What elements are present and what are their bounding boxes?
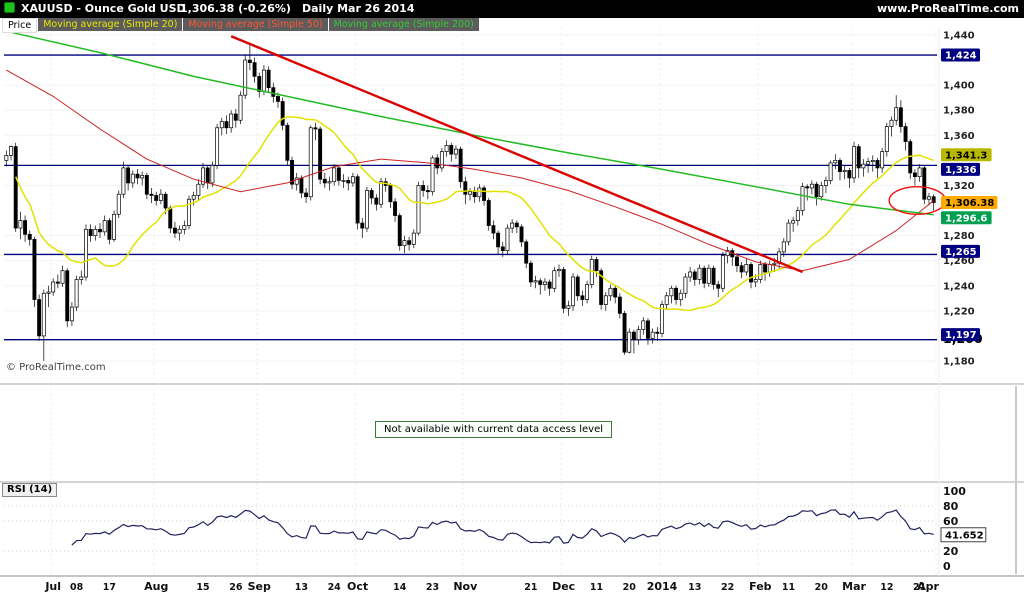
rsi-panel: 100 80 60 20 0 41.652 [4, 485, 987, 573]
svg-text:13: 13 [688, 582, 701, 593]
legend-ma20[interactable]: Moving average (Simple 20) [38, 18, 183, 31]
legend: Price Moving average (Simple 20) Moving … [2, 18, 479, 33]
svg-text:Oct: Oct [347, 580, 368, 593]
svg-text:Sep: Sep [248, 580, 271, 593]
instrument-title: XAUUSD - Ounce Gold USD [21, 2, 186, 15]
price-axis-tag [941, 196, 998, 210]
rsi-label[interactable]: RSI (14) [2, 483, 58, 497]
svg-text:1,424: 1,424 [945, 51, 977, 62]
site-link[interactable]: www.ProRealTime.com [876, 2, 1019, 15]
svg-text:23: 23 [426, 582, 439, 593]
svg-text:1,440: 1,440 [943, 31, 975, 42]
svg-text:14: 14 [393, 582, 407, 593]
svg-text:Jul: Jul [44, 580, 61, 593]
price-panel-label[interactable]: Price [2, 18, 38, 33]
svg-text:15: 15 [196, 582, 209, 593]
chart-area: 1,440 1,400 1,380 1,360 1,320 1,280 1,260 1,240… [0, 18, 1024, 600]
horizontal-levels [4, 54, 937, 341]
svg-text:1,360: 1,360 [943, 131, 975, 142]
svg-text:1,296.6: 1,296.6 [945, 213, 987, 224]
moving-averages [6, 30, 935, 312]
candlesticks [4, 42, 936, 361]
svg-text:0: 0 [943, 560, 951, 573]
price-axis-tag [941, 244, 980, 258]
svg-text:80: 80 [943, 500, 959, 513]
svg-text:1,380: 1,380 [943, 106, 975, 117]
svg-text:08: 08 [70, 582, 84, 593]
svg-text:Nov: Nov [453, 580, 478, 593]
price-axis-tag [941, 211, 992, 225]
svg-text:100: 100 [943, 485, 966, 498]
trendline[interactable] [230, 35, 803, 274]
copyright-label: © ProRealTime.com [6, 362, 106, 373]
price-chart-svg[interactable]: 1,440 1,400 1,380 1,360 1,320 1,280 1,260 1,240… [0, 18, 1024, 600]
legend-ma200[interactable]: Moving average (Simple 200) [328, 18, 479, 31]
svg-text:1,220: 1,220 [943, 306, 975, 317]
price-axis-tag [941, 148, 992, 162]
title-bar: XAUUSD - Ounce Gold USD 1,306.38 (-0.26%… [0, 0, 1024, 18]
legend-ma50[interactable]: Moving average (Simple 50) [183, 18, 328, 31]
svg-text:1,197: 1,197 [945, 330, 977, 341]
svg-text:20: 20 [815, 582, 829, 593]
svg-text:60: 60 [943, 515, 959, 528]
svg-text:Dec: Dec [552, 580, 575, 593]
price-axis-tag [941, 328, 980, 342]
price-axis: 1,440 1,400 1,380 1,360 1,320 1,280 1,260 1,240… [941, 31, 998, 367]
svg-text:Apr: Apr [917, 580, 939, 593]
price-axis-tag [941, 162, 980, 176]
svg-text:11: 11 [782, 582, 795, 593]
data-access-message: Not available with current data access l… [375, 421, 613, 438]
svg-text:20: 20 [943, 545, 959, 558]
svg-text:22: 22 [721, 582, 734, 593]
svg-text:1,180: 1,180 [943, 356, 975, 367]
svg-text:21: 21 [913, 582, 926, 593]
svg-text:41.652: 41.652 [945, 530, 984, 541]
svg-text:1,260: 1,260 [943, 256, 975, 267]
svg-text:13: 13 [295, 582, 308, 593]
svg-text:Feb: Feb [749, 580, 772, 593]
svg-text:11: 11 [590, 582, 603, 593]
rsi-value-tag [940, 527, 987, 543]
svg-text:1,306.38: 1,306.38 [945, 198, 994, 209]
svg-text:1,265: 1,265 [945, 247, 977, 258]
svg-text:1,341.3: 1,341.3 [945, 150, 987, 161]
svg-text:12: 12 [880, 582, 893, 593]
svg-text:1,280: 1,280 [943, 231, 975, 242]
highlight-ellipse[interactable] [888, 186, 947, 215]
svg-text:2014: 2014 [647, 580, 678, 593]
svg-text:1,320: 1,320 [943, 181, 975, 192]
svg-text:Aug: Aug [144, 580, 168, 593]
svg-text:24: 24 [328, 582, 342, 593]
svg-text:1,240: 1,240 [943, 281, 975, 292]
svg-text:1,336: 1,336 [945, 165, 977, 176]
last-price-change: 1,306.38 (-0.26%) [180, 2, 291, 15]
price-gridlines [4, 28, 937, 576]
svg-text:17: 17 [103, 582, 116, 593]
svg-text:20: 20 [623, 582, 637, 593]
price-axis-tag [941, 48, 980, 62]
timeframe-date: Daily Mar 26 2014 [302, 2, 415, 15]
svg-text:1,400: 1,400 [943, 81, 975, 92]
svg-text:26: 26 [229, 582, 243, 593]
time-axis: Jul 08 17 Aug 15 26 Sep 13 24 Oct 14 23 Nov 21 Dec 11 20… [44, 580, 939, 593]
svg-text:Mar: Mar [842, 580, 866, 593]
svg-text:21: 21 [524, 582, 537, 593]
rsi-line [71, 509, 934, 546]
app-icon [4, 2, 15, 13]
